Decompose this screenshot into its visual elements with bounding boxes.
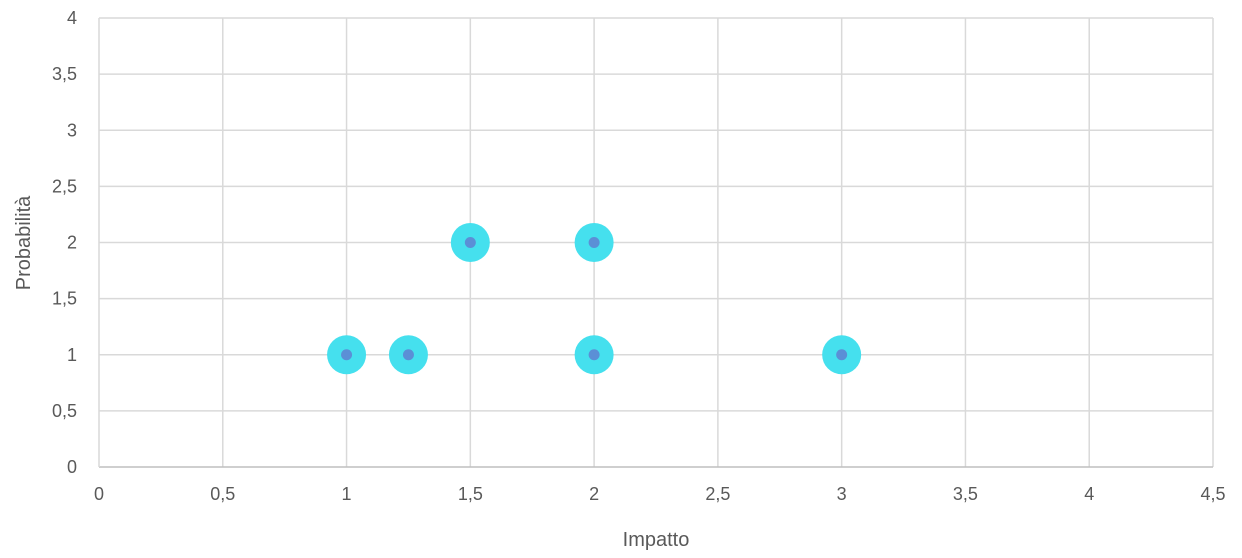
data-point	[574, 335, 614, 375]
tick-labels: 0 0,5 1 1,5 2 2,5 3 3,5 4 4,5 0 0,5 1 1,5 2 2,5 3 3,5 4	[52, 8, 1226, 504]
data-point	[822, 335, 862, 375]
data-points	[327, 223, 862, 375]
data-point	[574, 223, 614, 262]
x-tick-label: 3,5	[953, 484, 978, 504]
y-axis-title: Probabilità	[13, 195, 35, 290]
data-point-core	[402, 349, 414, 361]
grid-lines	[99, 17, 1214, 467]
axes	[98, 18, 1213, 468]
data-point-core	[464, 237, 476, 248]
x-tick-label: 3	[837, 484, 847, 504]
data-point-core	[836, 349, 848, 361]
data-point	[327, 335, 367, 375]
data-point	[450, 223, 490, 262]
data-point-core	[588, 349, 600, 361]
x-tick-label: 4,5	[1200, 484, 1225, 504]
x-tick-label: 2	[589, 484, 599, 504]
y-tick-label: 2,5	[52, 176, 77, 196]
x-tick-label: 0,5	[210, 484, 235, 504]
x-tick-label: 4	[1084, 484, 1094, 504]
data-point-core	[588, 237, 600, 248]
y-tick-label: 3	[67, 120, 77, 140]
y-tick-label: 3,5	[52, 64, 77, 84]
y-tick-label: 1	[67, 345, 77, 365]
y-tick-label: 0,5	[52, 401, 77, 421]
y-tick-label: 4	[67, 8, 77, 28]
x-tick-label: 1,5	[458, 484, 483, 504]
x-tick-label: 0	[94, 484, 104, 504]
data-point-core	[341, 349, 353, 361]
y-tick-label: 0	[67, 457, 77, 477]
y-tick-label: 2	[67, 233, 77, 253]
x-tick-label: 1	[342, 484, 352, 504]
data-point	[388, 335, 428, 375]
x-axis-title: Impatto	[623, 529, 690, 551]
x-tick-label: 2,5	[705, 484, 730, 504]
y-tick-label: 1,5	[52, 289, 77, 309]
